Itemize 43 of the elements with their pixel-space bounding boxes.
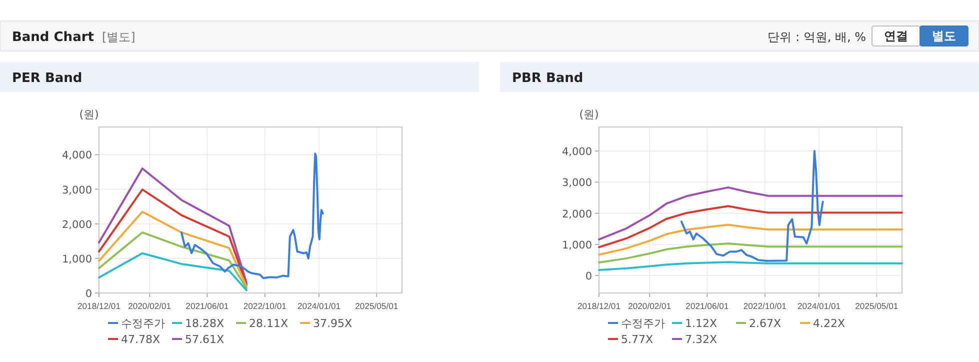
x-tick-label: 2024/01/01 bbox=[298, 301, 341, 311]
text: 별도 bbox=[932, 29, 956, 43]
legend-label: 2.67X bbox=[749, 317, 782, 330]
legend-label: 7.32X bbox=[685, 333, 718, 346]
y-tick-label: 1,000 bbox=[62, 253, 92, 266]
y-tick-label: 4,000 bbox=[562, 146, 592, 158]
text: [별도] bbox=[102, 30, 136, 44]
y-axis-title: (원) bbox=[579, 108, 599, 121]
x-tick-label: 2020/02/01 bbox=[628, 301, 672, 311]
legend-label: 4.22X bbox=[813, 317, 846, 330]
chart-title: PER Band bbox=[12, 71, 82, 86]
x-tick-label: 2021/06/01 bbox=[686, 301, 729, 311]
x-tick-label: 2018/12/01 bbox=[577, 301, 621, 311]
x-tick-label: 2021/06/01 bbox=[186, 301, 229, 311]
text: 연결 bbox=[884, 29, 908, 43]
y-axis-title: (원) bbox=[79, 108, 99, 121]
x-tick-label: 2025/05/01 bbox=[855, 301, 898, 311]
x-tick-label: 2025/05/01 bbox=[355, 301, 398, 311]
x-tick-label: 2022/10/01 bbox=[243, 301, 287, 311]
x-tick-label: 2022/10/01 bbox=[743, 301, 787, 311]
legend-label: 1.12X bbox=[685, 317, 718, 330]
y-tick-label: 2,000 bbox=[562, 208, 592, 220]
legend-label: 47.78X bbox=[121, 333, 160, 346]
legend-label: 37.95X bbox=[313, 317, 352, 330]
x-tick-label: 2024/01/01 bbox=[798, 301, 841, 311]
legend-label: 5.77X bbox=[621, 333, 654, 346]
legend-label: 18.28X bbox=[185, 317, 224, 330]
y-tick-label: 4,000 bbox=[62, 150, 92, 162]
y-tick-label: 3,000 bbox=[562, 177, 592, 190]
x-tick-label: 2020/02/01 bbox=[128, 301, 172, 311]
y-tick-label: 3,000 bbox=[62, 184, 92, 196]
legend-label: 28.11X bbox=[249, 317, 288, 330]
legend-label: 수정주가 bbox=[621, 317, 665, 330]
x-tick-label: 2018/12/01 bbox=[77, 301, 121, 311]
y-tick-label: 0 bbox=[585, 270, 592, 283]
text: Band Chart bbox=[12, 30, 94, 45]
text: 단위 : 억원, 배, % bbox=[768, 30, 866, 44]
chart-title: PBR Band bbox=[512, 71, 584, 86]
legend-label: 57.61X bbox=[185, 333, 224, 346]
legend-label: 수정주가 bbox=[121, 317, 165, 330]
y-tick-label: 0 bbox=[85, 288, 92, 300]
y-tick-label: 1,000 bbox=[562, 239, 592, 252]
y-tick-label: 2,000 bbox=[62, 218, 92, 231]
